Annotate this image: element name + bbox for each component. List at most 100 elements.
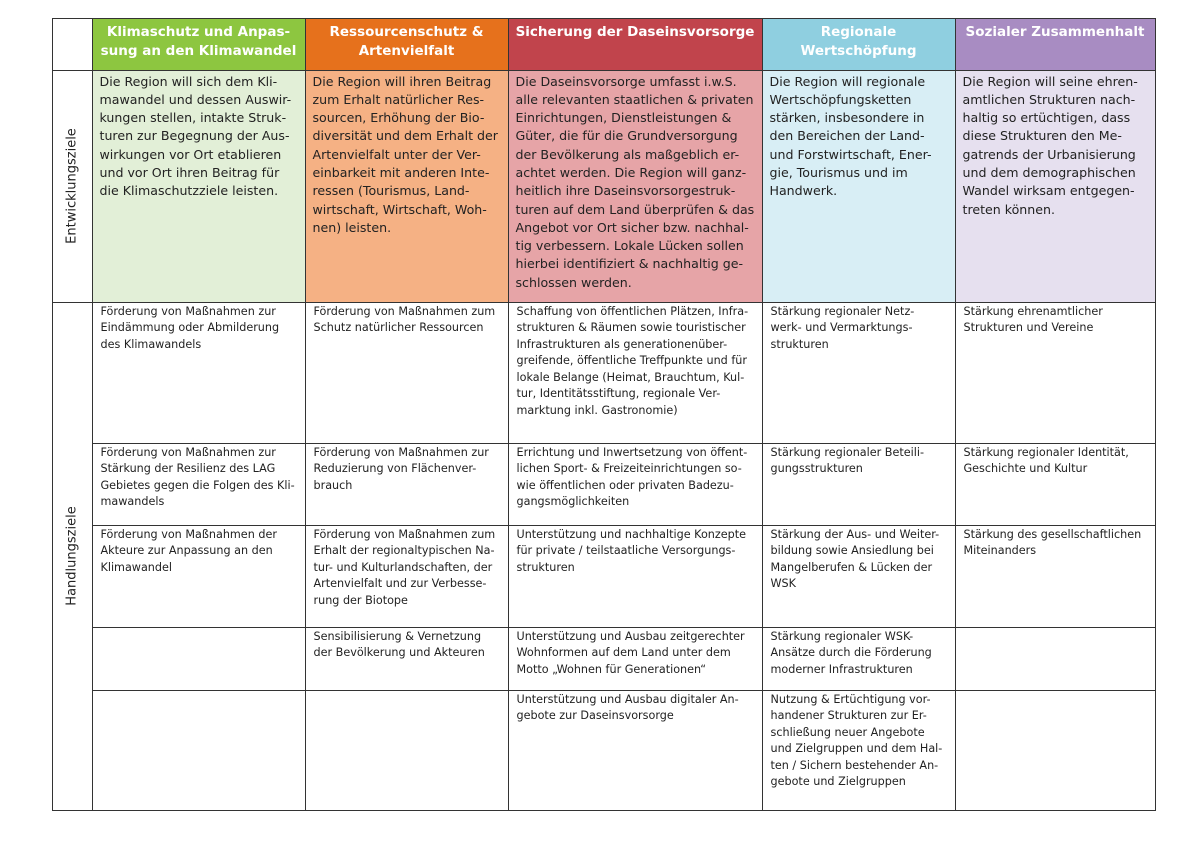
text-line: Artenvielfalt und zur Verbesse- xyxy=(313,577,487,591)
text-line: Förderung von Maßnahmen zum xyxy=(313,304,496,318)
table-cell: Nutzung & Ertüchtigung vor-handener Stru… xyxy=(761,689,956,811)
text-line: strukturen xyxy=(516,560,575,574)
text-line: achtet werden. Die Region will ganz- xyxy=(515,164,747,180)
table-cell: Stärkung der Aus- und Weiter-bildung sow… xyxy=(761,524,956,628)
text-line: hierbei identifiziert & nachhaltig ge- xyxy=(515,256,744,272)
text-line: und dem demographischen xyxy=(962,164,1136,180)
text-line: Gebietes gegen die Folgen des Kli- xyxy=(100,478,295,492)
text-line: tur- und Kulturlandschaften, der xyxy=(313,560,493,574)
table-cell: Sensibilisierung & Vernetzung der Bevölke… xyxy=(304,626,509,691)
text-line: Errichtung und Inwertsetzung von öffent- xyxy=(516,445,748,459)
table-cell: Förderung von Maßnahmen zur Stärkung der … xyxy=(91,442,306,526)
text-line: Einrichtungen, Dienstleistungen & xyxy=(515,110,732,126)
text-line: wie öffentlichen oder privaten Badezu- xyxy=(516,478,734,492)
text-line: Artenvielfalt xyxy=(358,42,455,59)
text-line: Wertschöpfungsketten xyxy=(769,91,912,107)
text-line: Unterstützung und nachhaltige Konzepte xyxy=(516,527,747,541)
text-line: sung an den Klimawandel xyxy=(100,42,297,59)
text-line: haltig so ertüchtigen, dass xyxy=(962,110,1131,126)
table-cell: Förderung von Maßnahmen zum Erhalt der re… xyxy=(304,524,509,628)
text-line: Stärkung der Aus- und Weiter- xyxy=(770,527,940,541)
table-cell: Unterstützung und nachhaltige Konzepte fü… xyxy=(507,524,763,628)
table-cell xyxy=(954,626,1156,691)
text-line: Schutz natürlicher Ressourcen xyxy=(313,321,484,335)
table-cell: Förderung von Maßnahmen zur Eindämmung od… xyxy=(91,301,306,444)
text-line: Förderung von Maßnahmen zur xyxy=(313,445,489,459)
text-line: Güter, die für die Grundversorgung xyxy=(515,128,738,144)
text-line: Stärkung ehrenamtlicher xyxy=(963,304,1103,318)
text-line: moderner Infrastrukturen xyxy=(770,662,913,676)
table-cell: Errichtung und Inwertsetzung von öffent-… xyxy=(507,442,763,526)
table-cell xyxy=(91,689,306,811)
text-line: Stärkung regionaler Identität, xyxy=(963,445,1129,459)
text-line: wirtschaft, Wirtschaft, Woh- xyxy=(312,201,487,217)
column-header: Sicherung der Daseinsvorsorge xyxy=(507,17,763,71)
text-line: strukturen xyxy=(770,337,829,351)
text-line: rung der Biotope xyxy=(313,593,408,607)
table-cell: Stärkung ehrenamtlicher Strukturen und Ve… xyxy=(954,301,1156,444)
table-cell: Die Region will ihren Beitrag zum Erhalt … xyxy=(304,69,509,303)
text-line: Unterstützung und Ausbau zeitgerechter xyxy=(516,629,745,643)
text-line: Geschichte und Kultur xyxy=(963,462,1088,476)
text-line: ressen (Tourismus, Land- xyxy=(312,183,470,199)
text-line: diversität und dem Erhalt der xyxy=(312,128,498,144)
text-line: strukturen & Räumen sowie touristischer xyxy=(516,321,746,335)
text-line: der Bevölkerung als maßgeblich er- xyxy=(515,146,740,162)
text-line: amtlichen Strukturen nach- xyxy=(962,91,1136,107)
text-line: mawandels xyxy=(100,495,165,509)
text-line: zum Erhalt natürlicher Res- xyxy=(312,91,485,107)
text-line: diese Strukturen den Me- xyxy=(962,128,1122,144)
text-line: Miteinanders xyxy=(963,544,1037,558)
column-header: Regionale Wertschöpfung xyxy=(761,17,956,71)
text-line: und vor Ort ihren Beitrag für xyxy=(99,164,280,180)
text-line: gatrends der Urbanisierung xyxy=(962,146,1136,162)
text-line: Wohnformen auf dem Land unter dem xyxy=(516,646,731,660)
text-line: tig verbessern. Lokale Lücken sollen xyxy=(515,238,744,254)
text-line: Sicherung der Daseinsvorsorge xyxy=(515,23,755,40)
table-cell xyxy=(954,689,1156,811)
text-line: turen auf dem Land überprüfen & das xyxy=(515,201,755,217)
text-line: Förderung von Maßnahmen zum xyxy=(313,527,496,541)
text-line: Förderung von Maßnahmen der xyxy=(100,527,277,541)
text-line: Stärkung regionaler Beteili- xyxy=(770,445,925,459)
text-line: nen) leisten. xyxy=(312,219,392,235)
text-line: schließung neuer Angebote xyxy=(770,725,925,739)
text-line: handener Strukturen zur Er- xyxy=(770,709,927,723)
text-line: gebote und Zielgruppen xyxy=(770,775,906,789)
text-line: alle relevanten staatlichen & privaten xyxy=(515,91,754,107)
table-cell xyxy=(304,689,509,811)
text-line: und Forstwirtschaft, Ener- xyxy=(769,146,932,162)
text-line: Motto „Wohnen für Generationen“ xyxy=(516,662,707,676)
table-cell: Die Region will seine ehren-amtlichen St… xyxy=(954,69,1156,303)
table-cell: Unterstützung und Ausbau zeitgerechter Wo… xyxy=(507,626,763,691)
text-line: Reduzierung von Flächenver- xyxy=(313,462,477,476)
text-line: Klimaschutz und Anpas- xyxy=(106,23,291,40)
table-cell: Stärkung des gesellschaftlichen Miteinand… xyxy=(954,524,1156,628)
text-line: Ansätze durch die Förderung xyxy=(770,646,932,660)
text-line: wirkungen vor Ort etablieren xyxy=(99,146,282,162)
text-line: und Zielgruppen und dem Hal- xyxy=(770,742,943,756)
text-line: Die Daseinsvorsorge umfasst i.w.S. xyxy=(515,73,737,89)
text-line: Die Region will sich dem Kli- xyxy=(99,73,278,89)
text-line: brauch xyxy=(313,478,353,492)
table-cell: Förderung von Maßnahmen der Akteure zur A… xyxy=(91,524,306,628)
text-line: mawandel und dessen Auswir- xyxy=(99,91,292,107)
table-cell: Stärkung regionaler Identität, Geschichte… xyxy=(954,442,1156,526)
text-line: einbarkeit mit anderen Inte- xyxy=(312,164,490,180)
text-line: Eindämmung oder Abmilderung xyxy=(100,321,280,335)
text-line: der Bevölkerung und Akteuren xyxy=(313,646,485,660)
text-line: sourcen, Erhöhung der Bio- xyxy=(312,110,485,126)
text-line: gungsstrukturen xyxy=(770,462,863,476)
text-line: lichen Sport- & Freizeiteinrichtungen so… xyxy=(516,462,742,476)
text-line: Förderung von Maßnahmen zur xyxy=(100,304,276,318)
section-label: Entwicklungsziele xyxy=(64,128,80,244)
column-header: Klimaschutz und Anpas-sung an den Klimaw… xyxy=(91,17,306,71)
text-line: Stärkung der Resilienz des LAG xyxy=(100,462,276,476)
text-line: gangsmöglichkeiten xyxy=(516,495,630,509)
table-cell xyxy=(91,626,306,691)
text-line: turen zur Begegnung der Aus- xyxy=(99,128,290,144)
text-line: Nutzung & Ertüchtigung vor- xyxy=(770,692,931,706)
text-line: WSK xyxy=(770,577,797,591)
text-line: Die Region will seine ehren- xyxy=(962,73,1138,89)
